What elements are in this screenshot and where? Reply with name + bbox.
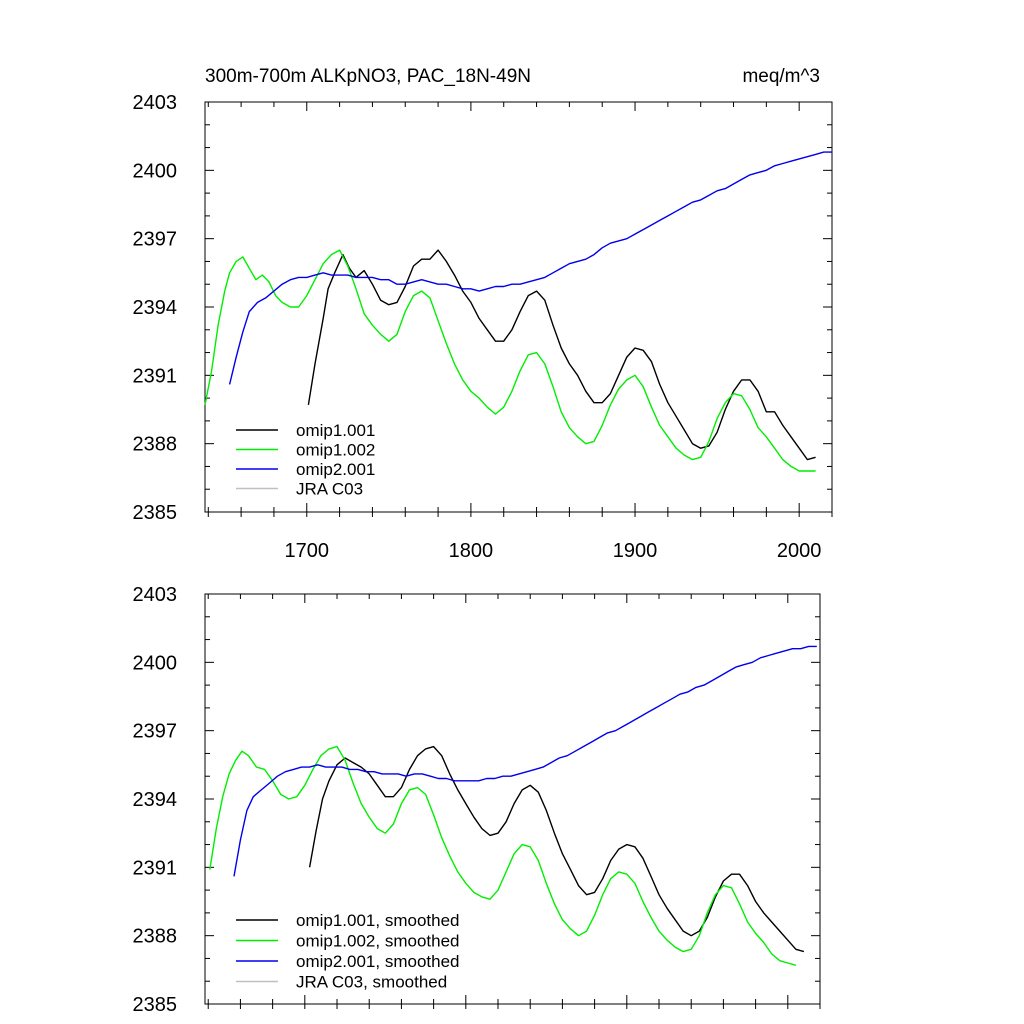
series-group-bottom <box>209 645 817 966</box>
legend-label: JRA C03, smoothed <box>296 973 447 992</box>
legend-label: omip1.002, smoothed <box>296 932 460 951</box>
panel-bottom: 2385 2388 2391 2394 2397 2400 2403 omip1.001, … <box>133 584 821 1016</box>
series-line-omip2-001-smoothed <box>233 645 817 877</box>
legend-bottom: omip1.001, smoothed omip1.002, smoothedom… <box>236 911 460 992</box>
series-line-omip1-002-smoothed <box>209 745 797 966</box>
y-tick-label: 2394 <box>133 297 178 319</box>
y-tick-label: 2397 <box>133 721 178 743</box>
y-tick-label: 2403 <box>133 92 178 114</box>
legend-label: omip1.001, smoothed <box>296 911 460 930</box>
series-group-top <box>204 151 832 472</box>
y-tick-label: 2388 <box>133 926 178 948</box>
y-tick-label: 2385 <box>133 994 178 1016</box>
y-axis-labels-bottom: 2385 2388 2391 2394 2397 2400 2403 <box>133 584 178 1016</box>
y-tick-label: 2400 <box>133 652 178 674</box>
legend-label: omip1.002 <box>296 441 375 460</box>
legend-label: omip2.001, smoothed <box>296 952 460 971</box>
series-line-omip1-002 <box>204 249 816 472</box>
series-line-omip1-001 <box>307 249 816 461</box>
units-label: meq/m^3 <box>742 66 820 87</box>
y-tick-label: 2394 <box>133 789 178 811</box>
x-tick-label: 1700 <box>285 540 330 562</box>
x-tick-label: 1900 <box>613 540 658 562</box>
y-tick-label: 2385 <box>133 502 178 524</box>
y-tick-label: 2391 <box>133 365 178 387</box>
panel-top: 2385 2388 2391 2394 2397 2400 2403 1700 1800 190… <box>133 92 833 562</box>
chart-title: 300m-700m ALKpNO3, PAC_18N-49N <box>205 66 531 87</box>
y-tick-label: 2397 <box>133 229 178 251</box>
series-line-omip2-001 <box>228 151 832 385</box>
axis-ticks-top <box>205 101 833 517</box>
x-axis-labels-top: 1700 1800 1900 2000 <box>285 540 822 562</box>
y-tick-label: 2403 <box>133 584 178 606</box>
y-tick-label: 2400 <box>133 160 178 182</box>
y-axis-labels-top: 2385 2388 2391 2394 2397 2400 2403 <box>133 92 178 524</box>
legend-label: omip1.001 <box>296 421 375 440</box>
axis-ticks-bottom <box>205 593 821 1009</box>
x-tick-label: 1800 <box>449 540 494 562</box>
legend-label: omip2.001 <box>296 460 375 479</box>
series-line-omip1-001-smoothed <box>308 745 805 953</box>
legend-label: JRA C03 <box>296 480 363 499</box>
x-tick-label: 2000 <box>777 540 822 562</box>
y-tick-label: 2388 <box>133 434 178 456</box>
y-tick-label: 2391 <box>133 857 178 879</box>
